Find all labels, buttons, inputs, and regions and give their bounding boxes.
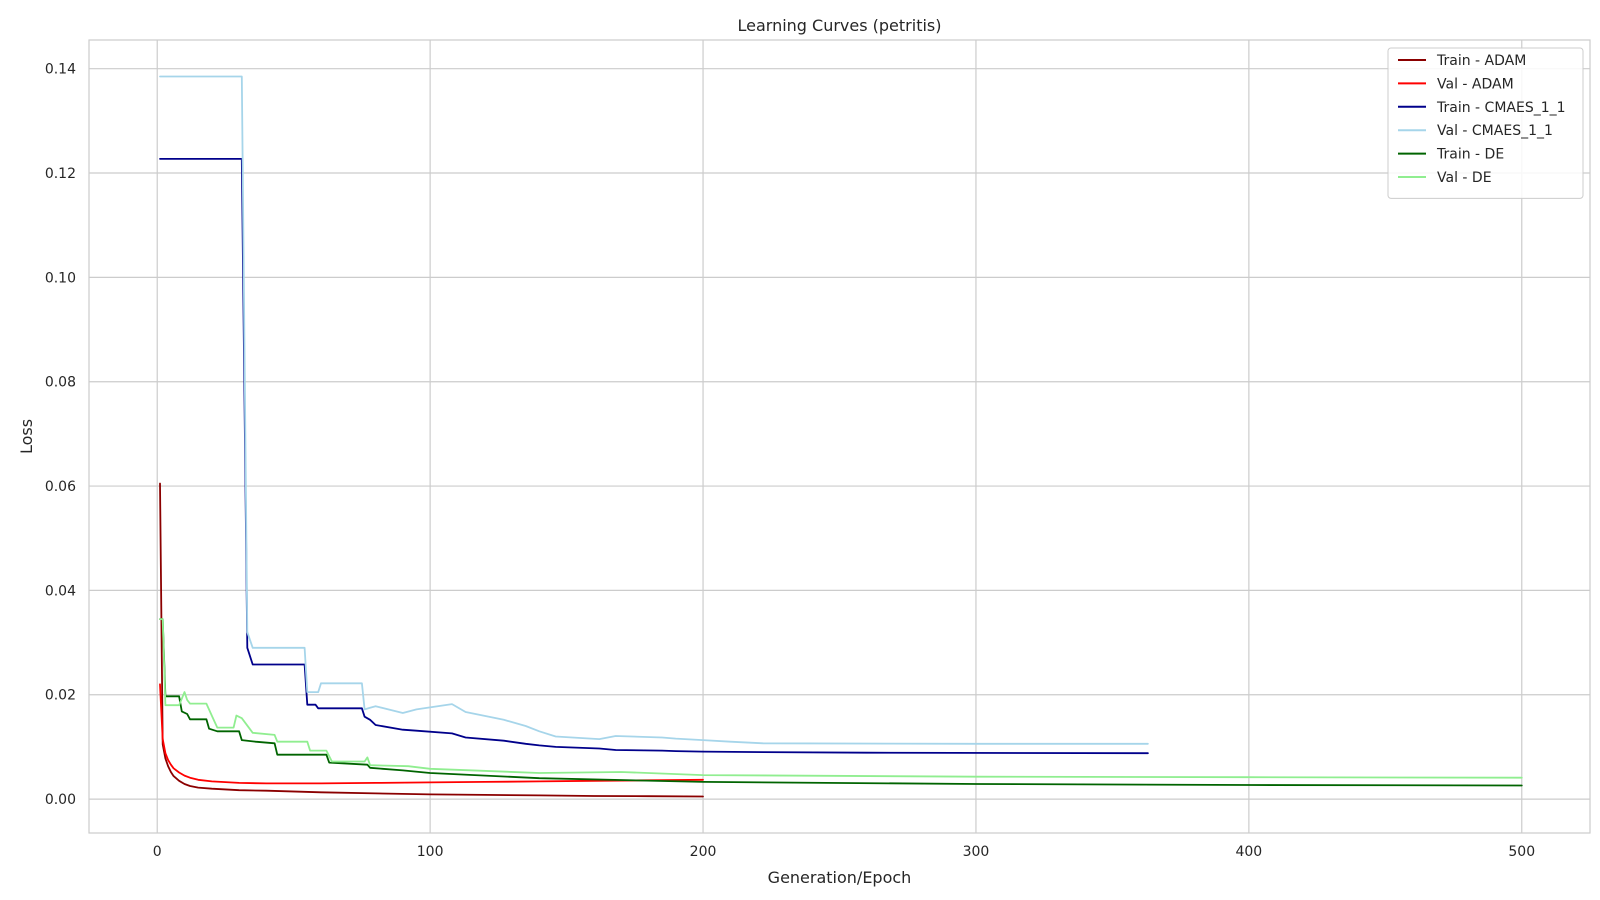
x-tick-label: 300	[963, 844, 990, 860]
y-tick-label: 0.00	[45, 792, 76, 808]
series-layer	[159, 75, 1523, 798]
legend-label: Val - CMAES_1_1	[1437, 123, 1553, 139]
x-tick-label: 100	[417, 844, 444, 860]
x-tick-label: 200	[690, 844, 717, 860]
chart-title: Learning Curves (petritis)	[737, 16, 941, 35]
y-tick-label: 0.10	[45, 270, 76, 286]
y-tick-label: 0.06	[45, 479, 76, 495]
series-line-6	[159, 618, 1523, 779]
series-line-1	[159, 482, 704, 798]
legend-label: Train - CMAES_1_1	[1436, 100, 1566, 116]
y-tick-label: 0.08	[45, 375, 76, 391]
x-tick-label: 0	[153, 844, 162, 860]
legend-label: Val - ADAM	[1437, 76, 1514, 92]
series-line-5	[159, 618, 1523, 787]
y-axis-label: Loss	[17, 419, 36, 454]
x-tick-label: 400	[1235, 844, 1262, 860]
y-tick-label: 0.12	[45, 166, 76, 182]
legend-box	[1387, 47, 1584, 199]
y-tick-label: 0.14	[45, 62, 76, 78]
x-tick-label: 500	[1508, 844, 1535, 860]
series-line-4	[159, 75, 1149, 745]
y-tick-label: 0.02	[45, 688, 76, 704]
tick-labels: 0 100 200 300 400 500 0.00 0.02 0.04 0.06 0.08 0.10…	[45, 62, 1535, 860]
legend: Train - ADAM Val - ADAM Train - CMAES_1_1 V…	[1387, 47, 1584, 199]
legend-label: Train - ADAM	[1436, 53, 1526, 69]
y-tick-label: 0.04	[45, 583, 76, 599]
legend-label: Train - DE	[1436, 147, 1504, 163]
series-line-2	[159, 683, 704, 785]
x-axis-label: Generation/Epoch	[768, 868, 912, 887]
plot-frame	[88, 39, 1591, 834]
legend-label: Val - DE	[1437, 170, 1492, 186]
